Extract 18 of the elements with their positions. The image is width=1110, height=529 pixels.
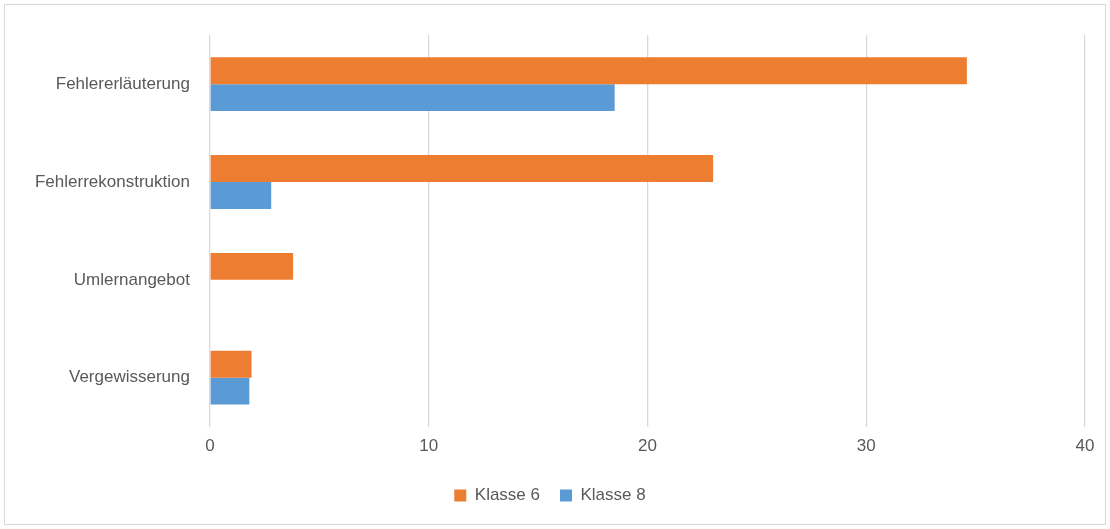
bar (210, 155, 714, 182)
y-tick-label: Umlernangebot (73, 269, 191, 289)
x-tick-label: 20 (638, 436, 657, 456)
bar (210, 181, 272, 209)
x-tick-label: 40 (1075, 436, 1095, 456)
x-tick-label: 0 (205, 436, 215, 456)
x-tick-label: 10 (419, 436, 439, 456)
bar (210, 252, 294, 280)
bar (210, 350, 252, 378)
bar (210, 57, 967, 85)
x-tick-label: 30 (856, 436, 876, 456)
legend-label: Klasse 6 (474, 485, 540, 505)
bar (210, 84, 615, 112)
legend-label: Klasse 8 (580, 485, 646, 505)
y-tick-label: Fehlererläuterung (55, 73, 190, 93)
y-tick-label: Vergewisserung (68, 367, 190, 387)
bar (210, 377, 250, 405)
y-tick-label: Fehlerrekonstruktion (34, 171, 190, 191)
